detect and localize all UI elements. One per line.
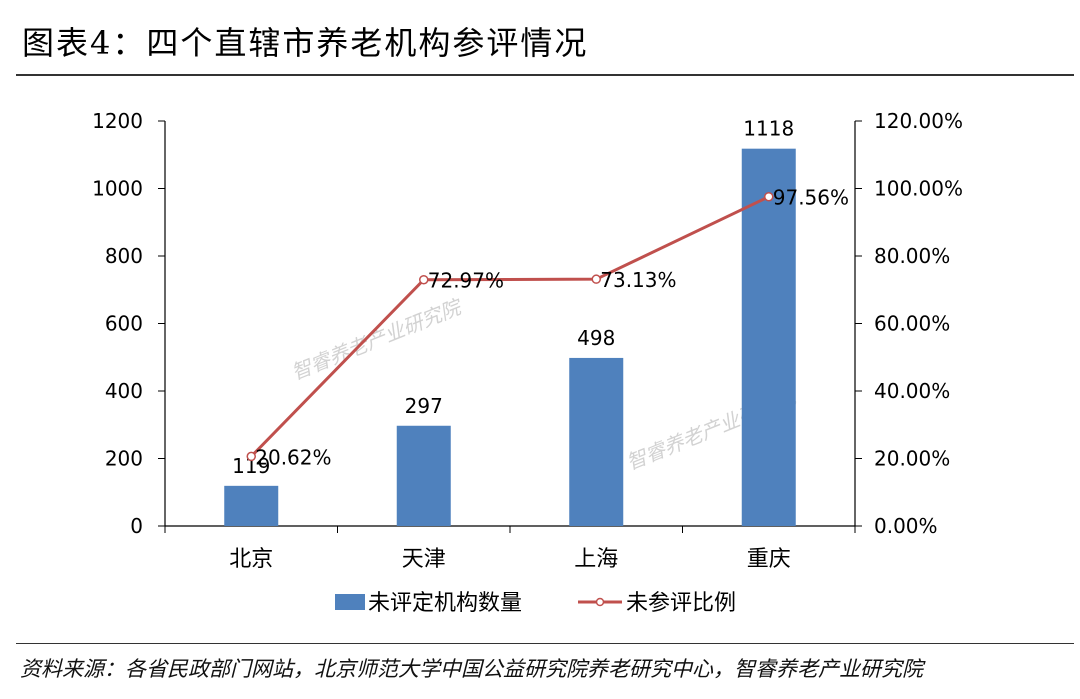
combo-chart: 智睿养老产业研究院智睿养老产业研究院0200400600800100012000… <box>92 109 963 616</box>
ratio-data-label: 20.62% <box>255 445 331 469</box>
source-divider <box>16 643 1074 644</box>
legend-line-marker <box>595 597 605 607</box>
x-category-label: 上海 <box>574 547 618 572</box>
bar <box>396 425 451 526</box>
ratio-point <box>419 274 429 285</box>
ratio-data-label: 73.13% <box>600 268 676 292</box>
left-tick-label: 400 <box>105 379 143 403</box>
bar-data-label: 297 <box>405 394 443 418</box>
ratio-data-label: 72.97% <box>428 269 504 293</box>
right-tick-label: 80.00% <box>874 244 950 268</box>
x-category-label: 北京 <box>229 547 273 572</box>
right-tick-label: 100.00% <box>874 177 963 201</box>
ratio-data-label: 97.56% <box>773 186 849 210</box>
right-tick-label: 0.00% <box>874 514 938 538</box>
left-tick-label: 0 <box>130 514 143 538</box>
left-tick-label: 1000 <box>92 177 143 201</box>
bar <box>569 357 624 526</box>
bar-data-label: 1118 <box>743 117 794 141</box>
source-note: 资料来源：各省民政部门网站，北京师范大学中国公益研究院养老研究中心，智睿养老产业… <box>20 657 923 681</box>
right-tick-label: 60.00% <box>874 312 950 336</box>
ratio-line <box>250 195 770 458</box>
legend-bar-label: 未评定机构数量 <box>368 591 522 616</box>
right-tick-label: 20.00% <box>874 447 950 471</box>
ratio-point <box>591 274 601 284</box>
bar-data-label: 498 <box>577 326 615 350</box>
x-category-label: 天津 <box>402 547 446 572</box>
right-tick-label: 120.00% <box>874 109 963 133</box>
left-tick-label: 600 <box>105 312 143 336</box>
x-category-label: 重庆 <box>747 547 791 572</box>
watermark-text: 智睿养老产业研究院 <box>288 294 467 385</box>
left-tick-label: 1200 <box>92 109 143 133</box>
bar <box>741 148 796 527</box>
right-tick-label: 40.00% <box>874 379 950 403</box>
legend-line-label: 未参评比例 <box>626 591 736 616</box>
bar <box>224 485 279 526</box>
legend-bar-swatch <box>335 594 365 610</box>
ratio-point <box>246 451 256 462</box>
left-tick-label: 800 <box>105 244 143 268</box>
chart-title: 图表4：四个直辖市养老机构参评情况 <box>22 24 589 62</box>
left-tick-label: 200 <box>105 447 143 471</box>
ratio-point <box>764 191 774 202</box>
title-divider <box>16 74 1074 76</box>
